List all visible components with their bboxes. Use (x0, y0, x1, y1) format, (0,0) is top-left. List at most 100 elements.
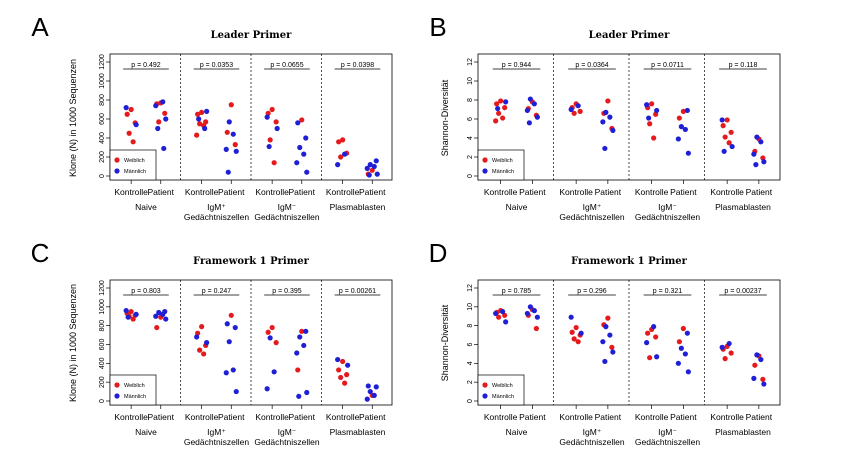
x-category-label: Patient (670, 412, 697, 422)
data-point-female (498, 98, 504, 104)
data-point-female (605, 315, 611, 321)
x-category-label: Kontrolle (185, 187, 219, 197)
data-point-male (367, 388, 373, 395)
y-tick-label: 1200 (99, 280, 106, 296)
data-point-male (271, 369, 277, 375)
data-point-male (524, 310, 530, 317)
panel-letter: D (429, 238, 448, 268)
data-point-male (233, 148, 239, 154)
data-point-female (130, 316, 136, 322)
data-point-male (761, 381, 767, 387)
data-point-female (156, 119, 162, 125)
data-point-female (344, 372, 350, 378)
data-point-male (297, 144, 303, 151)
x-category-label: Kontrolle (484, 412, 518, 422)
data-point-female (752, 362, 758, 368)
data-point-male (721, 148, 727, 154)
legend-label-male: Männlich (492, 169, 514, 175)
x-category-label: Patient (746, 187, 773, 197)
data-point-female (573, 324, 579, 331)
data-point-female (645, 330, 651, 336)
x-category-label: Kontrolle (635, 412, 669, 422)
panel-title: Framework 1 Primer (571, 256, 688, 267)
data-point-male (610, 127, 616, 133)
data-point-female (338, 374, 344, 381)
y-tick-label: 600 (99, 113, 106, 125)
y-tick-label: 12 (467, 58, 474, 66)
data-point-female (126, 130, 132, 136)
data-point-male (751, 151, 757, 157)
y-tick-label: 200 (99, 376, 106, 388)
pvalue-label: p = 0.395 (272, 288, 301, 295)
data-point-male (646, 115, 652, 121)
data-point-male (304, 389, 310, 396)
y-tick-label: 2 (467, 155, 474, 159)
data-point-female (502, 105, 508, 111)
data-point-male (156, 309, 162, 316)
y-axis-label: Klone (N) in 1000 Sequenzen (68, 284, 78, 402)
data-point-male (534, 114, 540, 120)
data-point-male (226, 119, 232, 125)
data-point-female (269, 324, 275, 331)
data-point-female (228, 312, 234, 318)
y-tick-label: 6 (467, 117, 474, 121)
data-point-male (230, 367, 236, 373)
data-point-male (682, 351, 688, 357)
data-point-female (336, 367, 342, 373)
legend-box (477, 374, 525, 406)
data-point-male (761, 159, 767, 165)
panel-d: D Framework 1 Primer Shannon-Diversität 0 2 4… (429, 238, 781, 447)
data-point-male (303, 328, 309, 334)
data-point-female (269, 106, 275, 113)
data-point-male (575, 103, 581, 109)
y-tick-label: 1200 (99, 54, 106, 70)
legend-label-female: Weiblich (124, 383, 145, 389)
data-point-male (345, 362, 351, 368)
legend-label-male: Männlich (492, 394, 514, 400)
data-point-male (335, 356, 341, 363)
group-label: Plasmablasten (715, 202, 771, 212)
x-category-label: Patient (595, 412, 622, 422)
x-category-label: Kontrolle (326, 187, 360, 197)
x-category-label: Kontrolle (255, 412, 289, 422)
y-tick-label: 200 (99, 151, 106, 163)
data-point-male (366, 172, 372, 178)
data-point-female (265, 329, 271, 335)
pvalue-label: p = 0.118 (729, 62, 758, 69)
data-point-male (534, 314, 540, 320)
legend-label-male: Männlich (124, 394, 146, 400)
x-category-label: Patient (519, 412, 546, 422)
data-point-female (162, 110, 168, 116)
y-axis-label: Shannon-Diversität (440, 304, 450, 381)
legend-marker-male (482, 168, 488, 174)
data-point-male (223, 370, 229, 376)
data-point-female (571, 110, 577, 116)
data-point-female (493, 118, 499, 124)
data-point-male (223, 146, 229, 152)
group-label: IgM⁺ (207, 427, 226, 437)
group-label: Naive (135, 427, 157, 437)
group-label: Gedächtniszellen (635, 212, 700, 222)
data-point-male (373, 384, 379, 390)
data-point-female (722, 356, 728, 362)
data-point-male (753, 162, 759, 168)
data-point-female (726, 140, 732, 146)
legend-label-male: Männlich (124, 169, 146, 175)
data-point-female (195, 111, 201, 117)
data-point-male (684, 330, 690, 336)
group-label: Naive (506, 202, 528, 212)
x-category-label: Patient (289, 187, 316, 197)
data-point-male (527, 304, 533, 310)
data-point-male (531, 101, 537, 107)
y-tick-label: 4 (467, 136, 474, 140)
data-point-male (651, 324, 657, 330)
data-point-female (232, 142, 238, 148)
data-point-female (569, 329, 575, 335)
pvalue-label: p = 0.944 (502, 62, 531, 69)
data-point-male (303, 135, 309, 141)
panel-letter: B (429, 12, 446, 42)
data-point-female (267, 137, 273, 143)
data-point-female (338, 154, 344, 160)
data-point-male (225, 169, 231, 175)
